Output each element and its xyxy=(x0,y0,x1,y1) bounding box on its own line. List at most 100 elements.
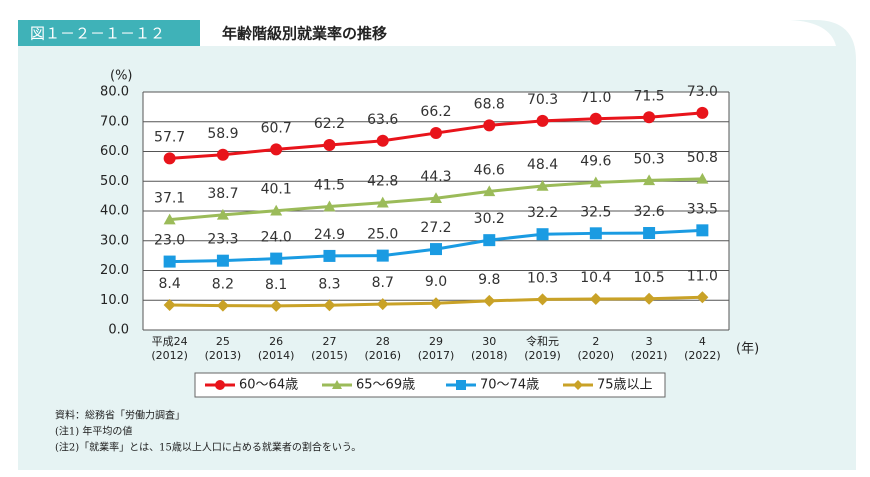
data-label: 63.6 xyxy=(367,112,398,128)
note: 資料：総務省「労働力調査」 xyxy=(55,409,185,422)
note: (注2)「就業率」とは、15歳以上人口に占める就業者の割合をいう。 xyxy=(55,441,361,454)
data-label: 41.5 xyxy=(314,178,345,194)
data-label: 23.3 xyxy=(207,232,238,248)
x-tick-sublabel: (2016) xyxy=(364,349,401,362)
marker xyxy=(696,106,709,119)
data-label: 9.8 xyxy=(478,272,500,288)
x-tick-label: 25 xyxy=(216,335,230,348)
marker xyxy=(536,180,549,191)
marker xyxy=(270,299,283,312)
data-label: 32.5 xyxy=(580,204,611,220)
marker xyxy=(536,114,549,127)
data-label: 8.3 xyxy=(318,276,340,292)
x-tick-sublabel: (2013) xyxy=(205,349,242,362)
marker xyxy=(323,249,336,262)
x-tick-label: 26 xyxy=(269,335,283,348)
marker xyxy=(332,380,342,389)
y-tick-label: 60.0 xyxy=(100,144,129,159)
x-unit: (年) xyxy=(736,342,759,357)
marker xyxy=(589,293,602,306)
y-tick-label: 30.0 xyxy=(100,233,129,248)
x-tick-label: 3 xyxy=(646,335,653,348)
x-tick-label: 平成24 xyxy=(152,335,188,348)
x-tick-label: 2 xyxy=(592,335,599,348)
data-label: 50.8 xyxy=(687,150,718,166)
marker xyxy=(270,143,283,156)
data-label: 44.3 xyxy=(420,169,451,185)
marker xyxy=(536,293,549,306)
data-label: 32.2 xyxy=(527,205,558,221)
legend-label: 60～64歳 xyxy=(239,378,298,393)
marker xyxy=(589,112,602,125)
marker xyxy=(483,294,496,307)
data-label: 8.7 xyxy=(372,275,394,291)
data-label: 49.6 xyxy=(580,153,611,169)
marker xyxy=(216,148,229,161)
marker xyxy=(589,227,602,240)
marker xyxy=(270,204,283,216)
y-tick-label: 20.0 xyxy=(100,263,129,278)
x-tick-sublabel: (2021) xyxy=(631,349,668,362)
marker xyxy=(323,299,336,312)
marker xyxy=(536,228,549,241)
marker xyxy=(163,255,176,268)
marker xyxy=(163,299,176,312)
data-label: 73.0 xyxy=(687,84,718,100)
x-tick-sublabel: (2020) xyxy=(578,349,615,362)
data-label: 60.7 xyxy=(261,120,292,136)
marker xyxy=(430,243,442,256)
marker xyxy=(573,380,583,390)
x-tick-label: 4 xyxy=(699,335,706,348)
chart-title: 年齢階級別就業率の推移 xyxy=(222,25,387,43)
marker xyxy=(216,299,229,312)
y-tick-label: 10.0 xyxy=(100,293,129,308)
data-label: 24.0 xyxy=(261,230,292,246)
x-tick-label: 29 xyxy=(429,335,443,348)
marker xyxy=(643,292,656,305)
marker xyxy=(323,200,336,212)
y-tick-label: 50.0 xyxy=(100,174,129,189)
data-label: 9.0 xyxy=(425,274,447,290)
marker xyxy=(215,380,225,390)
x-tick-label: 令和元 xyxy=(526,334,559,348)
data-label: 58.9 xyxy=(207,126,238,142)
x-tick-label: 30 xyxy=(482,335,496,348)
data-label: 42.8 xyxy=(367,174,398,190)
data-label: 30.2 xyxy=(474,211,505,227)
data-label: 70.3 xyxy=(527,92,558,108)
legend-label: 70～74歳 xyxy=(480,378,539,393)
y-tick-label: 0.0 xyxy=(108,323,129,338)
data-label: 11.0 xyxy=(687,268,718,284)
data-label: 66.2 xyxy=(420,104,451,120)
marker xyxy=(270,252,283,265)
data-label: 71.5 xyxy=(634,88,665,104)
data-label: 8.4 xyxy=(159,276,181,292)
figure-label-box xyxy=(18,20,200,46)
data-label: 46.6 xyxy=(474,162,505,178)
data-label: 37.1 xyxy=(154,191,185,207)
legend-label: 65～69歳 xyxy=(356,378,415,393)
data-label: 50.3 xyxy=(634,151,665,167)
data-label: 8.1 xyxy=(265,277,287,293)
data-label: 8.2 xyxy=(212,277,234,293)
marker xyxy=(696,224,709,237)
marker xyxy=(643,174,656,186)
marker xyxy=(376,298,389,311)
data-label: 10.3 xyxy=(527,270,558,286)
x-tick-sublabel: (2017) xyxy=(418,349,455,362)
marker xyxy=(323,138,336,151)
data-label: 10.5 xyxy=(634,270,665,286)
data-label: 25.0 xyxy=(367,227,398,243)
marker xyxy=(696,291,709,304)
marker xyxy=(430,127,442,140)
data-label: 27.2 xyxy=(420,220,451,236)
marker xyxy=(430,192,442,204)
x-tick-sublabel: (2019) xyxy=(524,349,561,362)
marker xyxy=(483,119,496,132)
data-label: 62.2 xyxy=(314,116,345,132)
x-tick-sublabel: (2018) xyxy=(471,349,508,362)
data-label: 38.7 xyxy=(207,186,238,202)
marker xyxy=(376,196,389,208)
header-band xyxy=(200,20,836,46)
